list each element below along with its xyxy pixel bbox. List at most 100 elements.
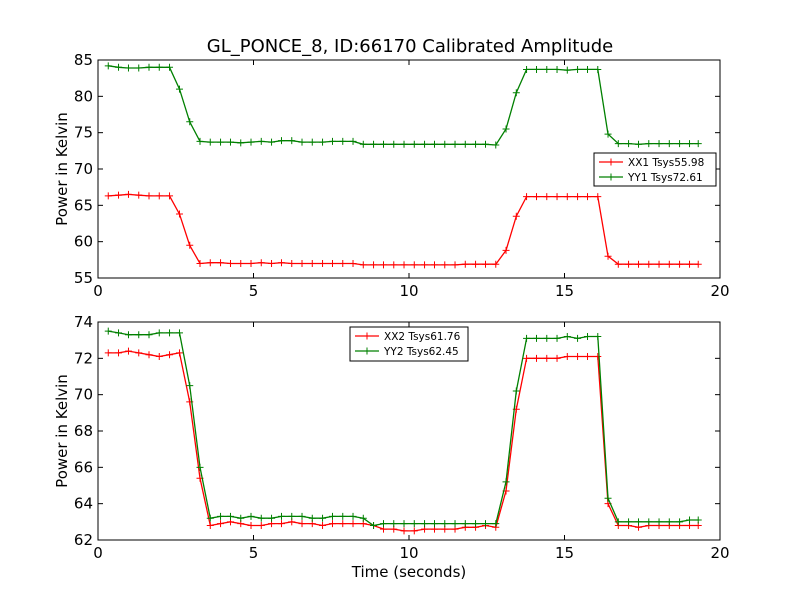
data-point-marker (288, 137, 296, 145)
data-point-marker (268, 259, 276, 267)
data-point-marker (400, 261, 408, 269)
data-point-marker (124, 64, 132, 72)
data-point-marker (175, 210, 183, 218)
data-point-marker (328, 137, 336, 145)
data-point-marker (410, 140, 418, 148)
data-point-marker (410, 520, 418, 528)
data-point-marker (196, 259, 204, 267)
data-point-marker (247, 259, 255, 267)
data-point-marker (584, 65, 592, 73)
y-tick-label: 70 (74, 160, 93, 178)
data-point-marker (379, 520, 387, 528)
data-point-marker (421, 520, 429, 528)
data-point-marker (645, 140, 653, 148)
data-point-marker (410, 527, 418, 535)
data-point-marker (625, 260, 633, 268)
data-point-marker (421, 140, 429, 148)
data-point-marker (217, 512, 225, 520)
y-tick-label: 72 (74, 349, 93, 367)
data-point-marker (523, 334, 531, 342)
data-point-marker (625, 518, 633, 526)
data-point-marker (543, 354, 551, 362)
data-point-marker (175, 349, 183, 357)
x-tick-label: 5 (249, 282, 259, 300)
data-point-marker (625, 140, 633, 148)
data-point-marker (124, 347, 132, 355)
legend-entry-label: XX1 Tsys55.98 (628, 157, 704, 169)
series-2-group (104, 62, 702, 149)
data-point-marker (226, 512, 234, 520)
data-point-marker (370, 521, 378, 529)
y-tick-label: 65 (74, 196, 93, 214)
data-point-marker (319, 521, 327, 529)
data-point-marker (492, 260, 500, 268)
data-point-marker (339, 512, 347, 520)
data-point-marker (247, 521, 255, 529)
data-point-marker (584, 353, 592, 361)
y-axis-label: Power in Kelvin (53, 374, 71, 488)
data-point-marker (339, 259, 347, 267)
data-point-marker (237, 139, 245, 147)
data-point-marker (645, 260, 653, 268)
legend-entry-label: YY1 Tsys72.61 (627, 172, 703, 184)
data-point-marker (166, 329, 174, 337)
data-point-marker (686, 140, 694, 148)
data-point-marker (502, 478, 510, 486)
data-point-marker (604, 494, 612, 502)
data-point-marker (461, 140, 469, 148)
x-tick-label: 15 (555, 282, 574, 300)
data-point-marker (288, 512, 296, 520)
data-point-marker (217, 259, 225, 267)
data-point-marker (298, 259, 306, 267)
data-point-marker (604, 252, 612, 260)
y-tick-label: 80 (74, 87, 93, 105)
data-point-marker (257, 259, 265, 267)
legend-entry-label: YY2 Tsys62.45 (383, 346, 459, 358)
data-point-marker (655, 260, 663, 268)
data-point-marker (665, 260, 673, 268)
data-point-marker (237, 514, 245, 522)
data-point-marker (104, 349, 112, 357)
data-point-marker (359, 261, 367, 269)
data-point-marker (400, 527, 408, 535)
legend: XX1 Tsys55.98 YY1 Tsys72.61 (593, 152, 717, 187)
plots-group: 0 5 10 15 20 55 60 65 70 75 80 85 Power in Kelvin XX1… (53, 51, 730, 581)
data-point-marker (379, 140, 387, 148)
data-point-marker (277, 520, 285, 528)
data-point-marker (308, 138, 316, 146)
data-point-marker (390, 140, 398, 148)
data-point-marker (543, 65, 551, 73)
data-point-marker (104, 62, 112, 70)
data-point-marker (563, 333, 571, 341)
data-point-marker (196, 137, 204, 145)
data-point-marker (115, 63, 123, 71)
data-point-marker (441, 140, 449, 148)
data-point-marker (298, 512, 306, 520)
data-point-marker (328, 520, 336, 528)
data-point-marker (257, 137, 265, 145)
data-point-marker (686, 516, 694, 524)
series-1-group (104, 190, 702, 269)
data-point-marker (359, 140, 367, 148)
data-point-marker (390, 520, 398, 528)
data-point-marker (135, 331, 143, 339)
data-point-marker (533, 193, 541, 201)
data-point-marker (533, 65, 541, 73)
data-point-marker (124, 331, 132, 339)
data-point-marker (482, 140, 490, 148)
data-point-marker (155, 192, 163, 200)
series-2-group (104, 327, 702, 529)
data-point-marker (574, 193, 582, 201)
data-point-marker (175, 329, 183, 337)
data-point-marker (155, 329, 163, 337)
x-axis-label: Time (seconds) (351, 563, 467, 581)
y-tick-label: 74 (74, 313, 93, 331)
data-point-marker (339, 137, 347, 145)
data-point-marker (104, 327, 112, 335)
data-point-marker (247, 512, 255, 520)
legend-swatch-marker (607, 173, 615, 181)
data-point-marker (135, 64, 143, 72)
series-1-group (104, 347, 702, 535)
data-point-marker (553, 65, 561, 73)
